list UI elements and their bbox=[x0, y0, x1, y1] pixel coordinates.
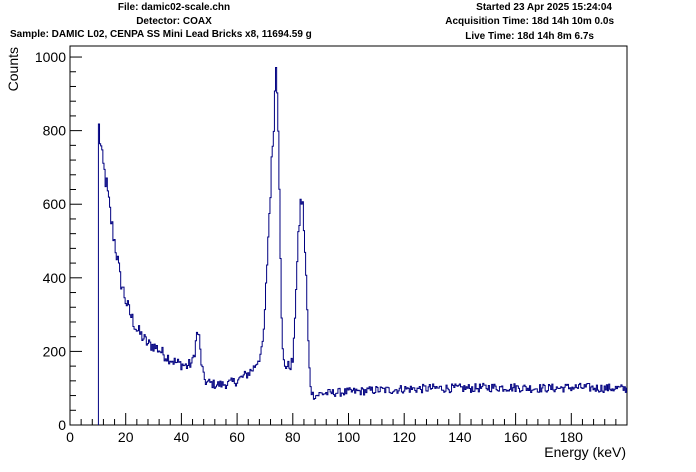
started-label: Started 23 Apr 2025 15:24:04 bbox=[476, 2, 612, 13]
x-tick-label: 120 bbox=[393, 429, 417, 445]
live-time-label: Live Time: 18d 14h 8m 6.7s bbox=[465, 31, 594, 42]
y-tick-label: 400 bbox=[43, 270, 67, 286]
series-group bbox=[97, 66, 627, 425]
detector-label: Detector: COAX bbox=[136, 16, 212, 27]
x-tick-label: 160 bbox=[504, 429, 528, 445]
x-tick-label: 180 bbox=[560, 429, 584, 445]
x-tick-label: 40 bbox=[174, 429, 190, 445]
file-name-label: File: damic02-scale.chn bbox=[117, 2, 231, 13]
x-tick-label: 80 bbox=[285, 429, 301, 445]
x-tick-label: 0 bbox=[66, 429, 74, 445]
y-tick-label: 200 bbox=[43, 343, 67, 359]
acquisition-time-label: Acquisition Time: 18d 14h 10m 0.0s bbox=[445, 16, 614, 27]
x-axis: 0 20 40 60 80 100 120 140 160 180 bbox=[66, 413, 628, 445]
x-tick-label: 140 bbox=[448, 429, 472, 445]
x-tick-label: 100 bbox=[337, 429, 361, 445]
x-tick-label: 20 bbox=[118, 429, 134, 445]
y-tick-label: 800 bbox=[43, 123, 67, 139]
plot-frame bbox=[69, 45, 628, 426]
y-axis-title: Counts bbox=[5, 47, 21, 91]
plot-frame-group bbox=[69, 45, 628, 426]
y-axis: 0 200 400 600 800 1000 bbox=[35, 49, 82, 433]
y-tick-label: 0 bbox=[58, 417, 66, 433]
x-tick-label: 60 bbox=[229, 429, 245, 445]
spectrum-series-line bbox=[97, 66, 627, 425]
y-tick-label: 600 bbox=[43, 196, 67, 212]
sample-label: Sample: DAMIC L02, CENPA SS Mini Lead Br… bbox=[10, 29, 312, 40]
y-tick-label: 1000 bbox=[35, 49, 66, 65]
x-axis-title: Energy (keV) bbox=[544, 444, 626, 460]
